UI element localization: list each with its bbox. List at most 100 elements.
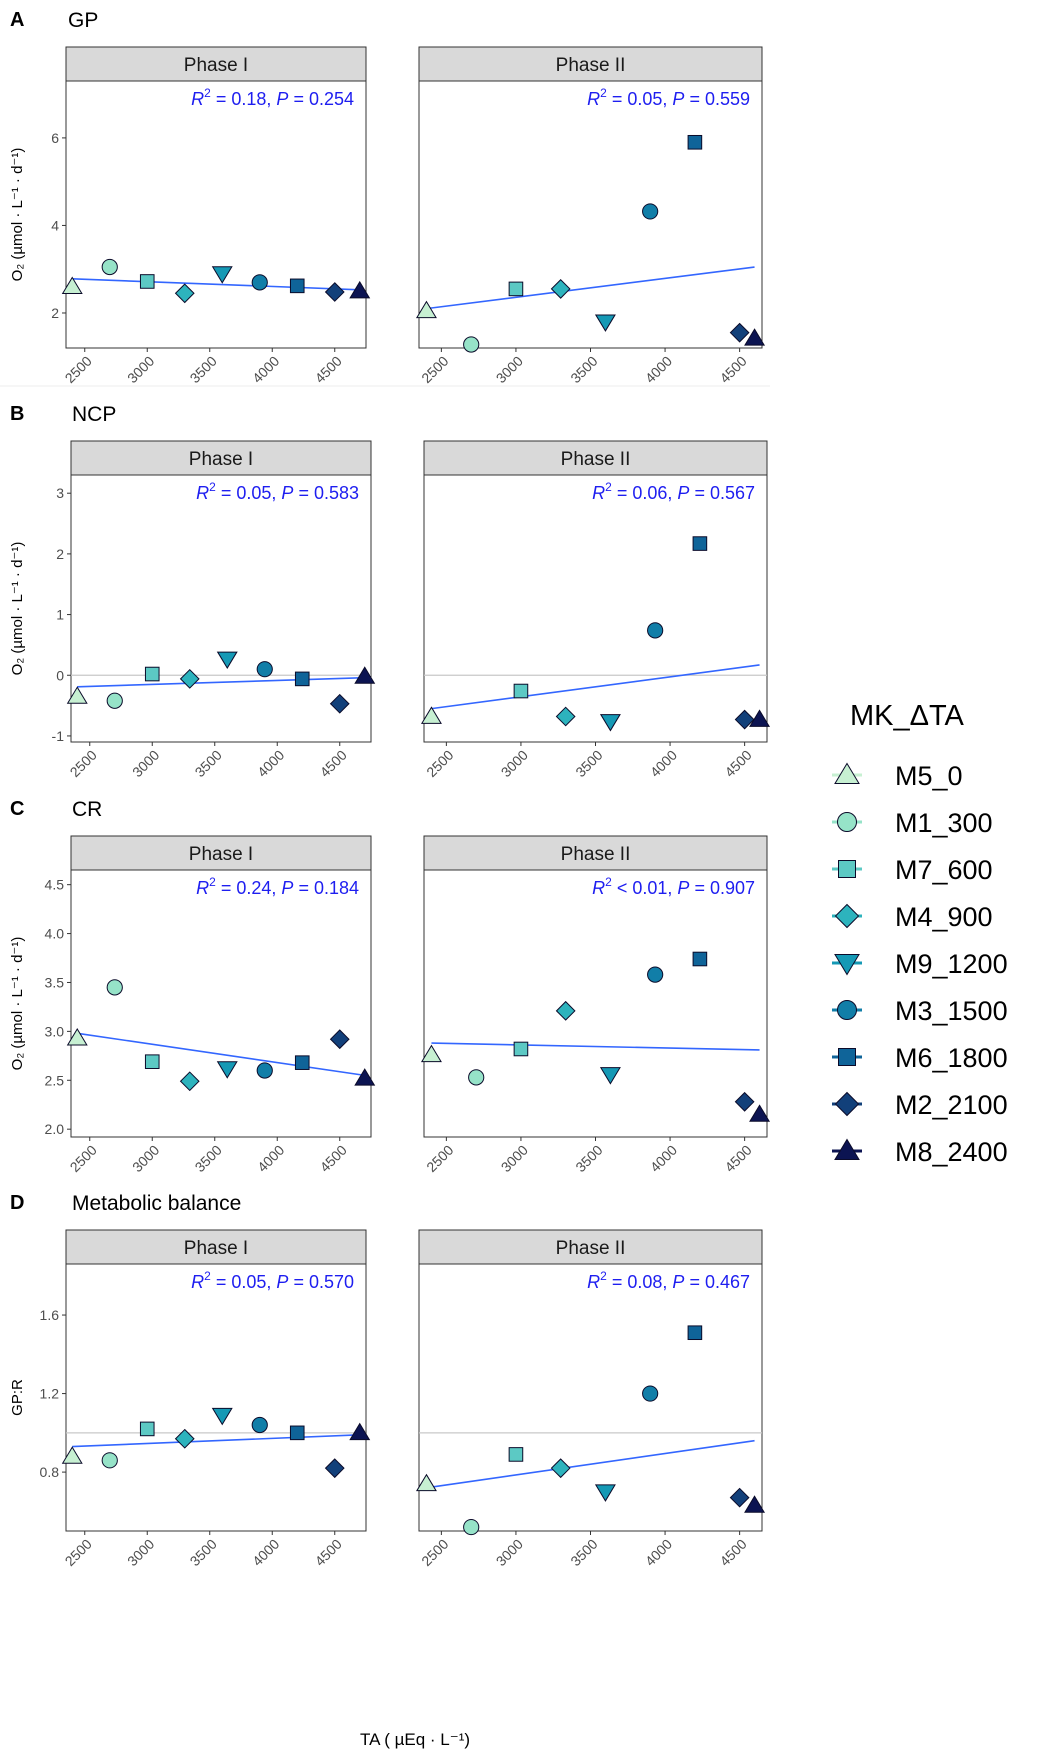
- data-point: [66, 1028, 88, 1046]
- panel-d: D Metabolic balance GP:R Phase I 0.8 1.2 1.6 25…: [9, 1192, 766, 1569]
- data-point: [729, 1487, 750, 1508]
- panel-letter: D: [10, 1192, 24, 1214]
- x-tick-label: 3000: [124, 1536, 157, 1569]
- stat-r2-symbol: R: [592, 483, 605, 503]
- stat-r2-value: = 0.05,: [607, 89, 673, 109]
- y-tick-label: 1.6: [40, 1307, 60, 1323]
- data-point: [61, 1446, 83, 1464]
- panel-title: CR: [72, 798, 102, 821]
- x-tick-label: 4000: [249, 1536, 282, 1569]
- facet-strip: [70, 440, 372, 476]
- legend-item: M9_1200: [832, 949, 1008, 979]
- panel-b: B NCP O₂ (µmol · L⁻¹ · d⁻¹) Phase I -1 0 1 2 3 25…: [9, 403, 771, 780]
- x-tick-label: 2500: [62, 1536, 95, 1569]
- stat-annotation: R2 = 0.05, P = 0.583: [196, 480, 359, 503]
- plot-area: [70, 869, 372, 1138]
- y-tick-label: -1: [52, 728, 65, 744]
- x-tick-label: 4500: [312, 1536, 345, 1569]
- x-tick-label: 4500: [317, 747, 350, 780]
- x-tick-label: 4500: [721, 747, 754, 780]
- y-tick-label: 6: [51, 130, 59, 146]
- data-point: [692, 951, 708, 967]
- x-tick-label: 2500: [423, 1142, 456, 1175]
- x-tick-label: 3000: [129, 1142, 162, 1175]
- x-tick-label: 3000: [493, 353, 526, 386]
- data-point: [555, 1000, 576, 1021]
- regression-line: [77, 1032, 365, 1077]
- legend-item: M4_900: [832, 902, 993, 932]
- facet-strip-label: Phase I: [189, 844, 253, 865]
- legend-title: MK_ΔTA: [850, 700, 965, 732]
- x-tick-label: 3500: [567, 353, 600, 386]
- stat-annotation: R2 = 0.24, P = 0.184: [196, 875, 359, 898]
- data-point: [211, 1407, 233, 1426]
- regression-line: [431, 1042, 760, 1051]
- legend-key-marker: [834, 1138, 860, 1160]
- stat-annotation: R2 = 0.05, P = 0.559: [587, 86, 750, 109]
- data-point: [749, 709, 771, 727]
- stat-p-symbol: P: [276, 89, 288, 109]
- y-axis-title: O₂ (µmol · L⁻¹ · d⁻¹): [9, 937, 26, 1071]
- x-tick-label: 3500: [187, 353, 220, 386]
- stat-r2-value: < 0.01,: [612, 878, 678, 898]
- stat-p-symbol: P: [672, 89, 684, 109]
- x-tick-label: 4000: [647, 1142, 680, 1175]
- data-point: [687, 1325, 703, 1341]
- data-point: [599, 1067, 621, 1085]
- facet-phase-2: Phase II 2500 3000 3500 4000 4500 R2 < 0.01, P…: [420, 835, 771, 1175]
- stat-annotation: R2 < 0.01, P = 0.907: [592, 875, 755, 898]
- facet-phase-2: Phase II 2500 3000 3500 4000 4500 R2 = 0.08, P…: [415, 1229, 766, 1569]
- facet-strip: [423, 835, 768, 871]
- data-point: [729, 322, 750, 343]
- legend-key-marker: [834, 762, 860, 784]
- data-point: [174, 283, 195, 304]
- data-point: [415, 300, 437, 319]
- legend-label: M6_1800: [895, 1043, 1008, 1073]
- legend-key-marker: [834, 1091, 860, 1117]
- panel-title: Metabolic balance: [72, 1192, 241, 1215]
- data-point: [420, 706, 442, 724]
- data-point: [415, 1473, 437, 1492]
- facet-strip-label: Phase I: [189, 449, 253, 470]
- data-point: [179, 1071, 200, 1092]
- data-point: [642, 1385, 659, 1402]
- legend-item: M7_600: [832, 855, 993, 885]
- plot-area: [418, 1263, 763, 1532]
- data-point: [174, 1428, 195, 1449]
- data-point: [324, 282, 345, 302]
- stat-r2-symbol: R: [196, 878, 209, 898]
- legend-item: M5_0: [832, 761, 963, 791]
- stat-p-value: = 0.184: [293, 878, 359, 898]
- data-point: [256, 661, 273, 678]
- panel-title: GP: [68, 9, 98, 32]
- x-tick-label: 3500: [192, 747, 225, 780]
- legend-label: M4_900: [895, 902, 993, 932]
- data-point: [642, 203, 659, 220]
- data-point: [294, 671, 310, 687]
- stat-r2-value: = 0.06,: [612, 483, 678, 503]
- legend-label: M2_2100: [895, 1090, 1008, 1120]
- panel-letter: B: [10, 403, 24, 425]
- y-tick-label: 1: [56, 607, 64, 623]
- facet-strip-label: Phase I: [184, 1238, 248, 1259]
- data-point: [101, 1452, 118, 1469]
- plot-area: [65, 80, 367, 349]
- data-point: [749, 1104, 771, 1122]
- y-tick-label: 1.2: [40, 1386, 60, 1402]
- stat-r2-exponent: 2: [209, 875, 216, 889]
- data-point: [550, 1458, 571, 1479]
- legend-label: M3_1500: [895, 996, 1008, 1026]
- facet-phase-1: Phase I 2.0 2.5 3.0 3.5 4.0 4.5 2500 3000 3500 400…: [45, 835, 376, 1175]
- stat-p-value: = 0.559: [684, 89, 750, 109]
- data-point: [420, 1044, 442, 1063]
- regression-line: [72, 278, 360, 291]
- stat-r2-value: = 0.08,: [607, 1272, 673, 1292]
- data-point: [61, 276, 83, 295]
- legend-key-marker: [838, 860, 856, 878]
- data-point: [106, 979, 123, 996]
- facet-strip: [423, 440, 768, 476]
- y-tick-label: 3.5: [45, 974, 65, 990]
- data-point: [349, 1422, 371, 1441]
- stat-r2-exponent: 2: [605, 875, 612, 889]
